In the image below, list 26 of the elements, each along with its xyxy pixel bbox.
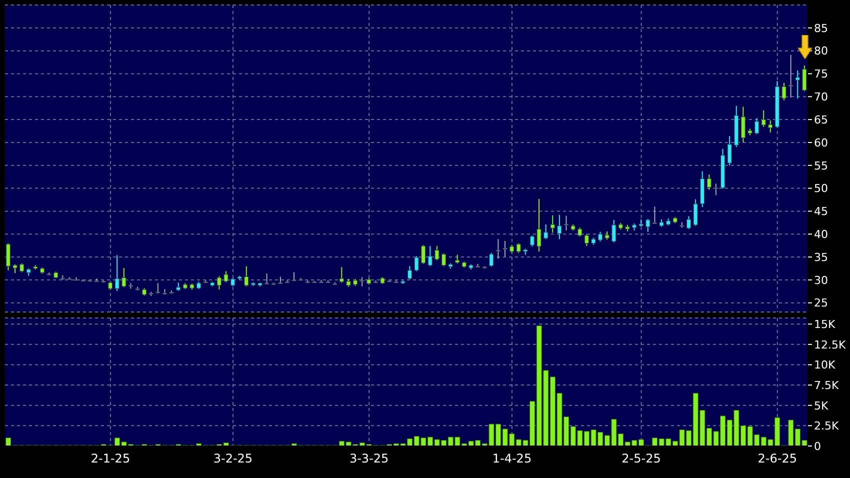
- y-tick-label: 65: [814, 113, 828, 126]
- x-tick-label: 2-5-25: [622, 452, 661, 466]
- x-tick-label: 3-2-25: [213, 452, 253, 466]
- x-tick-label: 2-1-25: [90, 452, 130, 466]
- y-tick-label: 10K: [814, 358, 836, 372]
- y-tick-label: 12.5K: [814, 338, 846, 352]
- y-tick-label: 30: [814, 274, 828, 287]
- y-tick-label: 75: [814, 68, 828, 81]
- y-tick-label: 0: [814, 440, 821, 453]
- y-tick-label: 85: [814, 22, 828, 35]
- y-tick-label: 50: [814, 182, 828, 196]
- y-tick-label: 5K: [814, 399, 829, 412]
- y-tick-label: 35: [814, 250, 828, 264]
- y-tick-label: 70: [814, 90, 828, 104]
- y-tick-label: 15K: [814, 318, 836, 331]
- y-tick-label: 2.5K: [814, 420, 840, 433]
- x-tick-label: 3-3-25: [349, 452, 389, 466]
- y-tick-label: 60: [814, 136, 828, 150]
- x-tick-label: 1-4-25: [492, 452, 532, 466]
- y-tick-label: 45: [814, 205, 828, 218]
- y-tick-label: 80: [814, 44, 828, 58]
- y-tick-label: 40: [814, 228, 828, 242]
- x-tick-label: 2-6-25: [758, 452, 797, 466]
- y-tick-label: 55: [814, 159, 828, 172]
- y-tick-label: 7.5K: [814, 378, 840, 392]
- y-tick-label: 25: [814, 296, 828, 310]
